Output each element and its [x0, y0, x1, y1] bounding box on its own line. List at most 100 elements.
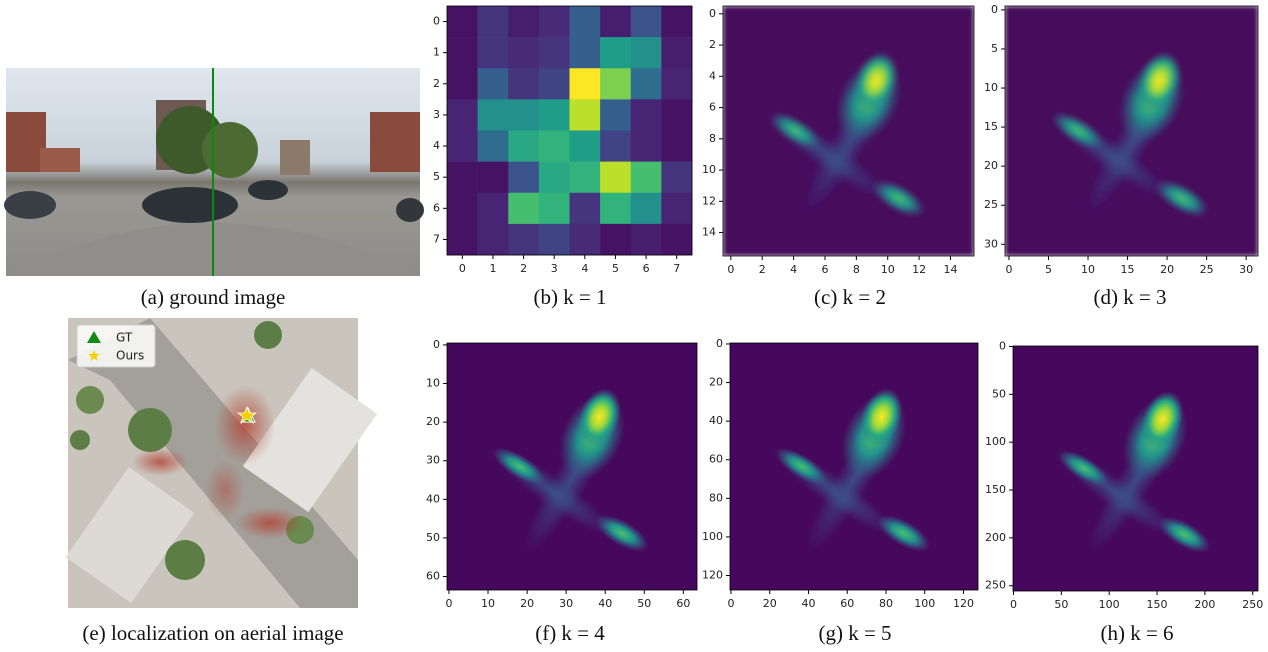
- heat-cell: [477, 37, 509, 69]
- y-tick-label: 0: [716, 337, 723, 350]
- x-tick-label: 0: [1005, 263, 1012, 276]
- heat-blob: [1137, 51, 1181, 111]
- heat-cell: [569, 223, 601, 256]
- heat-blob: [769, 112, 823, 150]
- heat-cell: [630, 223, 662, 256]
- axes-frame: [446, 5, 693, 256]
- heatmap: [447, 6, 693, 256]
- x-tick-label: 250: [1242, 598, 1263, 611]
- x-tick-label: 2: [759, 263, 766, 276]
- heat-cell: [538, 6, 570, 38]
- x-tick-label: 60: [676, 597, 690, 610]
- heat-blob: [578, 388, 621, 446]
- heat-cell: [508, 192, 540, 225]
- y-tick-label: 20: [426, 415, 440, 428]
- axes-frame: [729, 342, 979, 591]
- heat-cell: [600, 99, 632, 131]
- y-tick-label: 8: [709, 132, 716, 145]
- heat-cell: [569, 6, 601, 38]
- x-tick-label: 3: [551, 262, 558, 275]
- heat-blob: [1058, 450, 1110, 487]
- caption: (d) k = 3: [1093, 285, 1166, 309]
- heat-cell: [508, 37, 540, 69]
- heat-blob: [1155, 179, 1210, 218]
- y-tick-label: 50: [992, 387, 1006, 400]
- heat-cell: [447, 223, 478, 256]
- x-tick-label: 10: [481, 597, 495, 610]
- heat-cell: [508, 68, 540, 100]
- x-tick-label: 20: [1160, 263, 1174, 276]
- y-tick-label: 12: [702, 194, 716, 207]
- heat-cell: [600, 192, 632, 225]
- y-tick-label: 20: [709, 376, 723, 389]
- heat-cell: [447, 68, 478, 100]
- y-tick-label: 14: [702, 226, 716, 239]
- x-tick-label: 40: [598, 597, 612, 610]
- heat-cell: [538, 161, 570, 194]
- heat-blob: [877, 514, 931, 552]
- heat-blob: [854, 51, 898, 111]
- heat-cell: [569, 161, 601, 194]
- x-tick-label: 6: [821, 263, 828, 276]
- caption: (f) k = 4: [535, 621, 605, 645]
- y-tick-label: 50: [426, 531, 440, 544]
- x-tick-label: 120: [953, 597, 974, 610]
- y-tick-label: 0: [433, 338, 440, 351]
- y-tick-label: 200: [985, 531, 1006, 544]
- y-tick-label: 0: [433, 15, 440, 28]
- heat-blob: [493, 448, 546, 485]
- x-tick-label: 0: [459, 262, 466, 275]
- x-tick-label: 20: [763, 597, 777, 610]
- heat-cell: [661, 68, 693, 100]
- heat-cell: [630, 99, 662, 131]
- ground-image: [4, 68, 424, 276]
- y-tick-label: 60: [426, 569, 440, 582]
- heat-blob: [1158, 516, 1211, 553]
- heat-cell: [477, 130, 509, 162]
- x-tick-label: 20: [520, 597, 534, 610]
- axes-frame: [1004, 5, 1259, 257]
- x-tick-label: 10: [1081, 263, 1095, 276]
- x-tick-label: 12: [912, 263, 926, 276]
- caption: (b) k = 1: [533, 285, 606, 309]
- y-tick-label: 30: [426, 454, 440, 467]
- heat-cell: [508, 161, 540, 194]
- x-tick-label: 7: [673, 262, 680, 275]
- axes-frame: [722, 5, 975, 257]
- y-tick-label: 10: [984, 81, 998, 94]
- y-tick-label: 30: [984, 237, 998, 250]
- heat-cell: [508, 99, 540, 131]
- y-tick-label: 60: [709, 453, 723, 466]
- y-tick-label: 10: [702, 163, 716, 176]
- x-tick-label: 30: [1239, 263, 1253, 276]
- x-tick-label: 4: [581, 262, 588, 275]
- x-tick-label: 1: [489, 262, 496, 275]
- y-tick-label: 100: [985, 435, 1006, 448]
- heat-cell: [661, 130, 693, 162]
- x-tick-label: 0: [445, 597, 452, 610]
- heat-cell: [630, 161, 662, 194]
- y-tick-label: 10: [426, 377, 440, 390]
- heat-cell: [447, 192, 478, 225]
- y-tick-label: 5: [991, 42, 998, 55]
- legend-label: Ours: [116, 349, 144, 363]
- y-tick-label: 250: [985, 579, 1006, 592]
- heat-cell: [661, 192, 693, 225]
- heat-cell: [538, 68, 570, 100]
- heat-cell: [447, 6, 478, 38]
- heatmap: [723, 6, 974, 256]
- x-tick-label: 5: [1045, 263, 1052, 276]
- heat-cell: [538, 223, 570, 256]
- heat-cell: [569, 68, 601, 100]
- heat-cell: [477, 223, 509, 256]
- x-tick-label: 4: [790, 263, 797, 276]
- x-tick-label: 80: [879, 597, 893, 610]
- heat-cell: [630, 68, 662, 100]
- heat-cell: [447, 37, 478, 69]
- heatmap: [1013, 346, 1258, 591]
- y-tick-label: 2: [433, 77, 440, 90]
- heat-image: [1013, 346, 1258, 591]
- y-tick-label: 80: [709, 491, 723, 504]
- heat-cell: [600, 6, 632, 38]
